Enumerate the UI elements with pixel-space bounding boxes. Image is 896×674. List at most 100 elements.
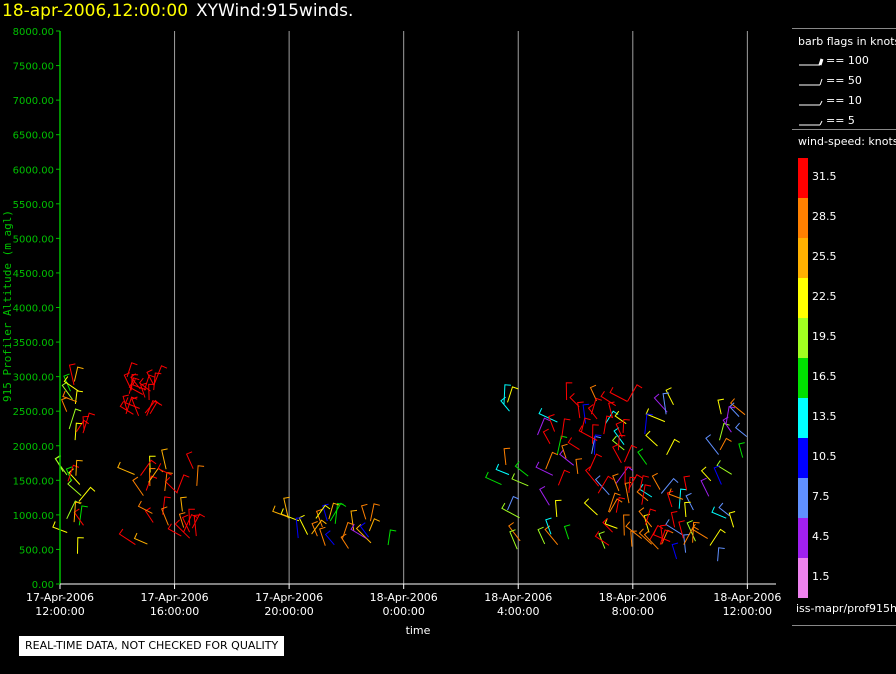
wind-barb bbox=[360, 503, 368, 520]
colorbar-swatch bbox=[798, 238, 808, 278]
x-tick-time: 0:00:00 bbox=[382, 605, 424, 618]
wind-barb bbox=[623, 514, 630, 536]
x-tick-labels: 17-Apr-200612:00:0017-Apr-200616:00:0017… bbox=[26, 591, 781, 618]
x-axis-label: time bbox=[406, 624, 431, 637]
colorbar-swatch bbox=[798, 438, 808, 478]
wind-barb bbox=[167, 523, 182, 537]
wind-barb bbox=[149, 401, 163, 415]
x-tick-date: 18-Apr-2006 bbox=[484, 591, 552, 604]
y-tick-label: 7000.00 bbox=[13, 96, 54, 107]
wind-barb bbox=[561, 418, 571, 440]
y-tick-label: 1500.00 bbox=[13, 476, 54, 487]
colorbar-label: 16.5 bbox=[812, 370, 837, 383]
colorbar-swatch bbox=[798, 518, 808, 558]
wind-barb bbox=[623, 444, 638, 463]
wind-barb bbox=[315, 508, 323, 528]
y-tick-label: 0.00 bbox=[32, 580, 54, 591]
wind-barb bbox=[628, 476, 637, 493]
wind-barb bbox=[630, 530, 637, 547]
wind-barb bbox=[722, 416, 732, 433]
wind-barb bbox=[615, 497, 626, 513]
wind-barb bbox=[387, 529, 397, 546]
wind-barb bbox=[82, 412, 96, 434]
wind-barb bbox=[143, 374, 156, 391]
barb-symbol-icon bbox=[799, 120, 823, 126]
wind-barb bbox=[535, 461, 554, 476]
wind-barb bbox=[181, 514, 191, 533]
y-tick-label: 4500.00 bbox=[13, 269, 54, 280]
barb-legend-label: == 100 bbox=[826, 54, 869, 67]
barb-legend-row: == 10 bbox=[798, 93, 894, 109]
wind-barb bbox=[678, 488, 687, 509]
wind-barb bbox=[545, 451, 559, 470]
legend: barb flags in knots == 100 == 50 == 10 == 5… bbox=[792, 28, 896, 626]
wind-barb bbox=[625, 521, 643, 539]
wind-barb bbox=[700, 466, 712, 482]
wind-barb bbox=[61, 381, 73, 400]
wind-barb bbox=[716, 460, 732, 475]
wind-barb bbox=[162, 496, 171, 515]
colorbar-swatch bbox=[798, 398, 808, 438]
x-tick-date: 18-Apr-2006 bbox=[599, 591, 667, 604]
y-tick-label: 6500.00 bbox=[13, 131, 54, 142]
date-label: 18-apr-2006,12:00:00 bbox=[2, 1, 189, 21]
wind-barb bbox=[63, 376, 80, 392]
wind-barb bbox=[713, 465, 722, 485]
wind-barb bbox=[665, 387, 674, 406]
wind-barb bbox=[68, 363, 76, 386]
wind-barb bbox=[334, 502, 344, 524]
wind-barb bbox=[645, 408, 666, 423]
wind-barb bbox=[709, 528, 726, 546]
x-tick-date: 17-Apr-2006 bbox=[26, 591, 94, 604]
y-tick-label: 3500.00 bbox=[13, 338, 54, 349]
wind-barb bbox=[705, 434, 719, 455]
wind-barb bbox=[557, 469, 571, 486]
wind-barb bbox=[661, 529, 674, 545]
x-tick-time: 12:00:00 bbox=[35, 605, 84, 618]
chart-title: XYWind:915winds. bbox=[196, 1, 354, 21]
wind-barb bbox=[500, 396, 510, 412]
wind-barb bbox=[178, 512, 186, 528]
axes bbox=[56, 30, 776, 589]
wind-barb bbox=[295, 517, 303, 539]
wind-barb bbox=[369, 503, 380, 522]
wind-barb bbox=[149, 455, 156, 473]
wind-barb bbox=[637, 448, 648, 465]
wind-barb bbox=[52, 521, 68, 533]
wind-barb bbox=[140, 459, 157, 476]
barb-legend-row: == 100 bbox=[798, 53, 894, 69]
wind-barb bbox=[157, 463, 172, 476]
wind-barb bbox=[68, 408, 82, 430]
colorbar-label: 13.5 bbox=[812, 410, 837, 423]
wind-barb bbox=[537, 417, 551, 436]
wind-barb bbox=[719, 422, 730, 441]
wind-barb bbox=[575, 458, 583, 474]
wind-barb bbox=[728, 402, 740, 417]
wind-barb bbox=[78, 505, 88, 526]
wind-barb bbox=[700, 477, 710, 497]
wind-barb bbox=[117, 461, 135, 475]
wind-barb bbox=[73, 501, 82, 523]
wind-barb bbox=[717, 547, 725, 562]
y-tick-label: 4000.00 bbox=[13, 304, 54, 315]
wind-barb bbox=[587, 404, 598, 420]
wind-barb bbox=[148, 383, 155, 401]
wind-barb bbox=[604, 518, 618, 529]
colorbar-label: 10.5 bbox=[812, 450, 837, 463]
wind-barb bbox=[711, 506, 727, 519]
wind-barb bbox=[554, 499, 562, 517]
wind-barb bbox=[580, 417, 591, 433]
wind-barb bbox=[569, 393, 580, 408]
wind-barb bbox=[324, 530, 335, 546]
barb-legend-row: == 5 bbox=[798, 113, 894, 129]
wind-barb bbox=[662, 392, 670, 415]
wind-barb bbox=[660, 477, 679, 494]
wind-barb bbox=[74, 422, 83, 441]
barb-legend: barb flags in knots == 100 == 50 == 10 == 5 bbox=[792, 28, 896, 130]
wind-barb bbox=[660, 524, 667, 543]
wind-barb bbox=[322, 503, 329, 522]
wind-barb bbox=[77, 537, 84, 554]
wind-barb bbox=[609, 387, 628, 402]
wind-barb bbox=[78, 486, 96, 502]
wind-barb bbox=[537, 526, 546, 545]
